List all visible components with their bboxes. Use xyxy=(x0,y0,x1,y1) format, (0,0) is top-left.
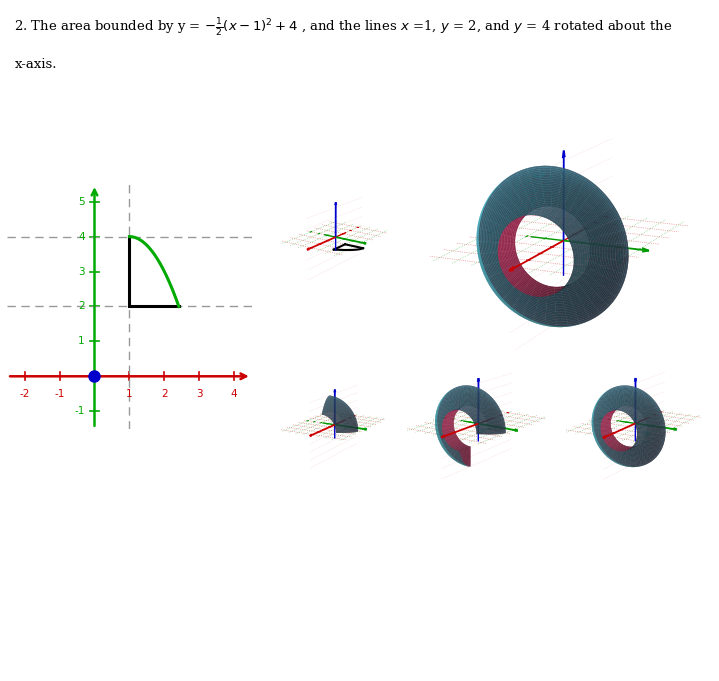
Text: 2: 2 xyxy=(161,389,168,398)
Text: x-axis.: x-axis. xyxy=(14,58,57,71)
Text: 3: 3 xyxy=(196,389,203,398)
Text: 1: 1 xyxy=(126,389,133,398)
Text: -1: -1 xyxy=(55,389,65,398)
Text: -2: -2 xyxy=(19,389,30,398)
Text: 2: 2 xyxy=(78,302,85,311)
Text: 1: 1 xyxy=(78,336,85,347)
Text: 3: 3 xyxy=(78,266,85,276)
Text: -1: -1 xyxy=(74,407,85,416)
Text: 5: 5 xyxy=(78,197,85,206)
Text: 4: 4 xyxy=(78,232,85,242)
Text: 4: 4 xyxy=(231,389,237,398)
Text: 2. The area bounded by y = $-\frac{1}{2}(x - 1)^2 + 4$ , and the lines $x$ =1, $: 2. The area bounded by y = $-\frac{1}{2}… xyxy=(14,17,673,39)
